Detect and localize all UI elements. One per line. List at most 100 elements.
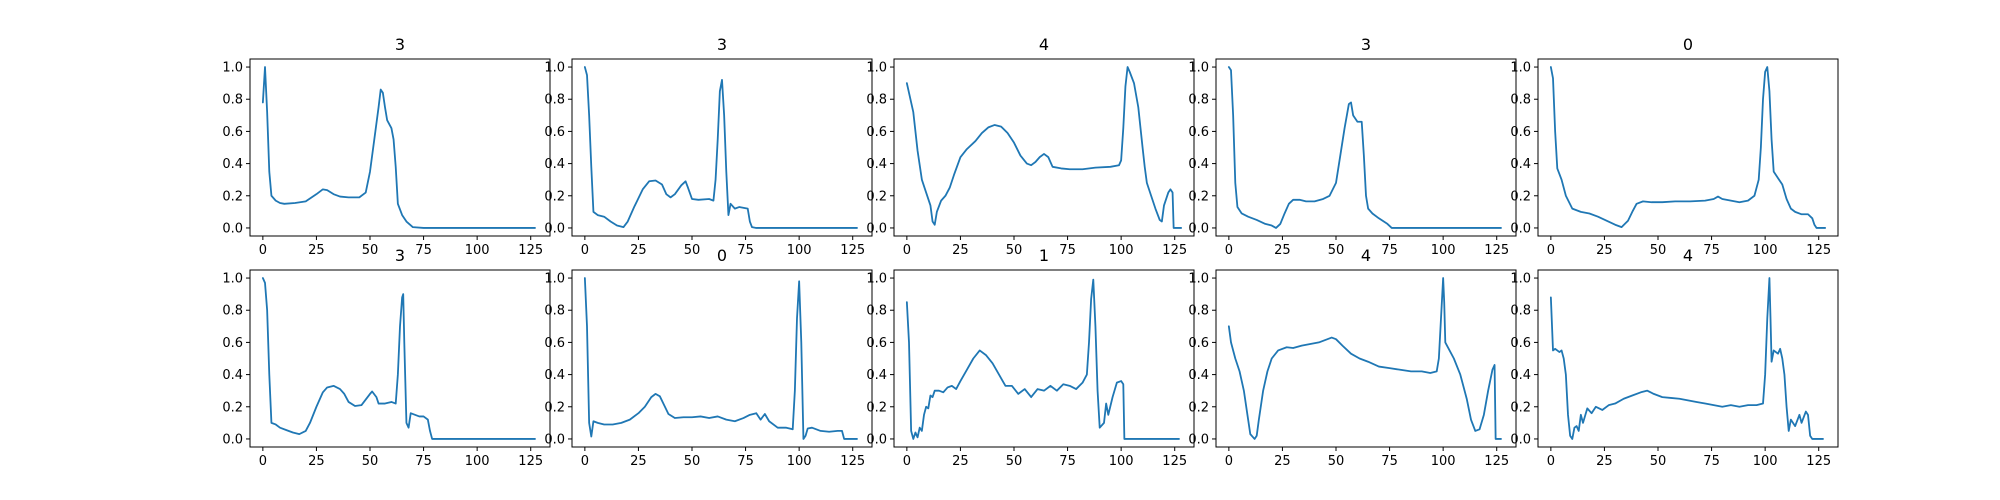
y-tick-label: 0.8 — [1510, 93, 1531, 108]
x-tick-label: 75 — [1059, 243, 1076, 258]
series-line — [261, 277, 536, 440]
y-tick-label: 0.0 — [1188, 432, 1209, 447]
y-tick-label: 0.4 — [1510, 157, 1531, 172]
subplot-8: 1 0.0 0.2 0.4 0.6 0.8 1.0 0 25 50 75 100 125 — [866, 246, 1195, 469]
x-tick-label: 25 — [1596, 454, 1613, 469]
y-tick-label: 0.2 — [866, 400, 887, 415]
y-tick-label: 0.6 — [1188, 125, 1209, 140]
x-tick-label: 50 — [1006, 243, 1023, 258]
y-tick-label: 0.2 — [1188, 189, 1209, 204]
x-tick-label: 75 — [1703, 243, 1720, 258]
y-tick-label: 0.2 — [866, 189, 887, 204]
y-tick-label: 0.6 — [866, 336, 887, 351]
x-tick-label: 100 — [1109, 454, 1134, 469]
x-tick-label: 100 — [1753, 243, 1778, 258]
x-tick-label: 50 — [362, 243, 379, 258]
x-tick-label: 50 — [1006, 454, 1023, 469]
y-tick-label: 0.8 — [222, 93, 243, 108]
y-tick-label: 0.4 — [866, 157, 887, 172]
subplot-title: 3 — [395, 35, 405, 54]
y-tick-label: 0.2 — [1510, 189, 1531, 204]
x-tick-label: 0 — [581, 243, 589, 258]
x-tick-label: 25 — [1596, 243, 1613, 258]
series-line — [583, 277, 858, 440]
subplot-title: 4 — [1361, 246, 1371, 265]
subplot-title: 1 — [1039, 246, 1049, 265]
subplot-title: 4 — [1683, 246, 1693, 265]
series-line — [905, 278, 1180, 440]
x-tick-label: 125 — [1806, 243, 1831, 258]
x-tick-label: 75 — [1381, 243, 1398, 258]
y-tick-label: 0.4 — [866, 368, 887, 383]
x-tick-label: 100 — [465, 243, 490, 258]
y-tick-label: 0.6 — [544, 125, 565, 140]
subplot-7: 0 0.0 0.2 0.4 0.6 0.8 1.0 0 25 50 75 100 125 — [544, 246, 873, 469]
series-line — [1227, 66, 1502, 229]
y-tick-label: 0.4 — [222, 368, 243, 383]
subplot-10: 4 0.0 0.2 0.4 0.6 0.8 1.0 0 25 50 75 100 125 — [1510, 246, 1839, 469]
y-tick-label: 0.6 — [1510, 336, 1531, 351]
x-tick-label: 75 — [415, 454, 432, 469]
x-tick-label: 100 — [1431, 454, 1456, 469]
x-tick-label: 25 — [630, 454, 647, 469]
x-tick-label: 100 — [465, 454, 490, 469]
y-tick-label: 0.2 — [544, 400, 565, 415]
y-tick-label: 0.0 — [1188, 221, 1209, 236]
x-tick-label: 0 — [259, 243, 267, 258]
x-tick-label: 0 — [1547, 243, 1555, 258]
y-tick-label: 0.6 — [1188, 336, 1209, 351]
subplot-5: 0 0.0 0.2 0.4 0.6 0.8 1.0 0 25 50 75 100 125 — [1510, 35, 1839, 258]
y-tick-label: 0.4 — [1188, 368, 1209, 383]
y-tick-label: 1.0 — [222, 272, 243, 287]
y-tick-label: 0.0 — [1510, 221, 1531, 236]
y-tick-label: 0.4 — [1188, 157, 1209, 172]
x-tick-label: 100 — [1109, 243, 1134, 258]
x-tick-label: 50 — [1328, 243, 1345, 258]
y-tick-label: 0.6 — [222, 336, 243, 351]
x-tick-label: 0 — [1225, 243, 1233, 258]
x-tick-label: 75 — [1703, 454, 1720, 469]
series-line — [1227, 277, 1502, 440]
y-tick-label: 0.2 — [1188, 400, 1209, 415]
subplot-3: 4 0.0 0.2 0.4 0.6 0.8 1.0 0 25 50 75 100 125 — [866, 35, 1195, 258]
y-tick-label: 0.0 — [1510, 432, 1531, 447]
subplot-6: 3 0.0 0.2 0.4 0.6 0.8 1.0 0 25 50 75 100 125 — [222, 246, 551, 469]
y-tick-label: 0.2 — [1510, 400, 1531, 415]
x-tick-label: 0 — [1547, 454, 1555, 469]
subplot-title: 3 — [717, 35, 727, 54]
x-tick-label: 50 — [1650, 243, 1667, 258]
axes-frame — [249, 269, 551, 448]
axes-frame — [1537, 269, 1839, 448]
subplot-2: 3 0.0 0.2 0.4 0.6 0.8 1.0 0 25 50 75 100 125 — [544, 35, 873, 258]
y-tick-label: 0.6 — [1510, 125, 1531, 140]
x-tick-label: 75 — [737, 454, 754, 469]
y-tick-label: 1.0 — [544, 61, 565, 76]
y-tick-label: 1.0 — [866, 272, 887, 287]
axes-frame — [571, 269, 873, 448]
y-tick-label: 0.0 — [866, 432, 887, 447]
x-tick-label: 125 — [840, 243, 865, 258]
x-tick-label: 125 — [518, 454, 543, 469]
y-tick-label: 0.4 — [1510, 368, 1531, 383]
subplot-title: 3 — [1361, 35, 1371, 54]
x-tick-label: 75 — [415, 243, 432, 258]
x-tick-label: 125 — [1162, 243, 1187, 258]
axes-frame — [893, 58, 1195, 237]
x-tick-label: 50 — [1650, 454, 1667, 469]
x-tick-label: 50 — [684, 454, 701, 469]
x-tick-label: 125 — [1162, 454, 1187, 469]
x-tick-label: 25 — [952, 243, 969, 258]
subplot-1: 3 0.0 0.2 0.4 0.6 0.8 1.0 0 25 50 75 100 125 — [222, 35, 551, 258]
y-tick-label: 0.6 — [222, 125, 243, 140]
x-tick-label: 125 — [1484, 243, 1509, 258]
x-tick-label: 25 — [1274, 454, 1291, 469]
subplot-grid: 30.00.20.40.60.81.00 25 50 75 100 12530.00.20… — [222, 35, 1839, 469]
x-tick-label: 25 — [308, 243, 325, 258]
x-tick-label: 0 — [903, 243, 911, 258]
x-tick-label: 0 — [581, 454, 589, 469]
axes-frame — [571, 58, 873, 237]
series-line — [1549, 66, 1827, 229]
x-tick-label: 100 — [787, 454, 812, 469]
subplot-4: 3 0.0 0.2 0.4 0.6 0.8 1.0 0 25 50 75 100 125 — [1188, 35, 1517, 258]
